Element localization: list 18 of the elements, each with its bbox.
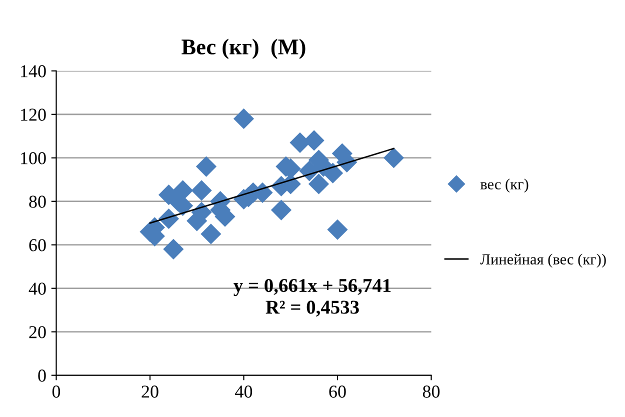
legend-label: Линейная (вес (кг)) — [480, 254, 606, 268]
x-tick-label: 0 — [52, 386, 60, 398]
x-tick-label: 20 — [142, 386, 158, 398]
y-tick-label: 40 — [28, 282, 46, 295]
y-tick-label: 20 — [29, 326, 46, 338]
y-tick-label: 100 — [21, 152, 46, 164]
y-tick-label: 0 — [38, 370, 46, 382]
x-tick-label: 40 — [235, 386, 252, 398]
chart-title: Вес (кг) (М) — [182, 38, 306, 59]
x-tick-label: 80 — [422, 386, 440, 398]
annotation: y = 0,661x + 56,741 — [234, 278, 391, 296]
y-tick-label: 140 — [21, 65, 46, 78]
y-tick-label: 80 — [29, 196, 46, 208]
x-tick-label: 60 — [329, 386, 346, 398]
annotation: R² = 0,4533 — [266, 300, 359, 317]
legend-label: вес (кг) — [480, 178, 528, 193]
y-tick-label: 120 — [21, 108, 46, 121]
y-tick-label: 60 — [29, 239, 46, 252]
